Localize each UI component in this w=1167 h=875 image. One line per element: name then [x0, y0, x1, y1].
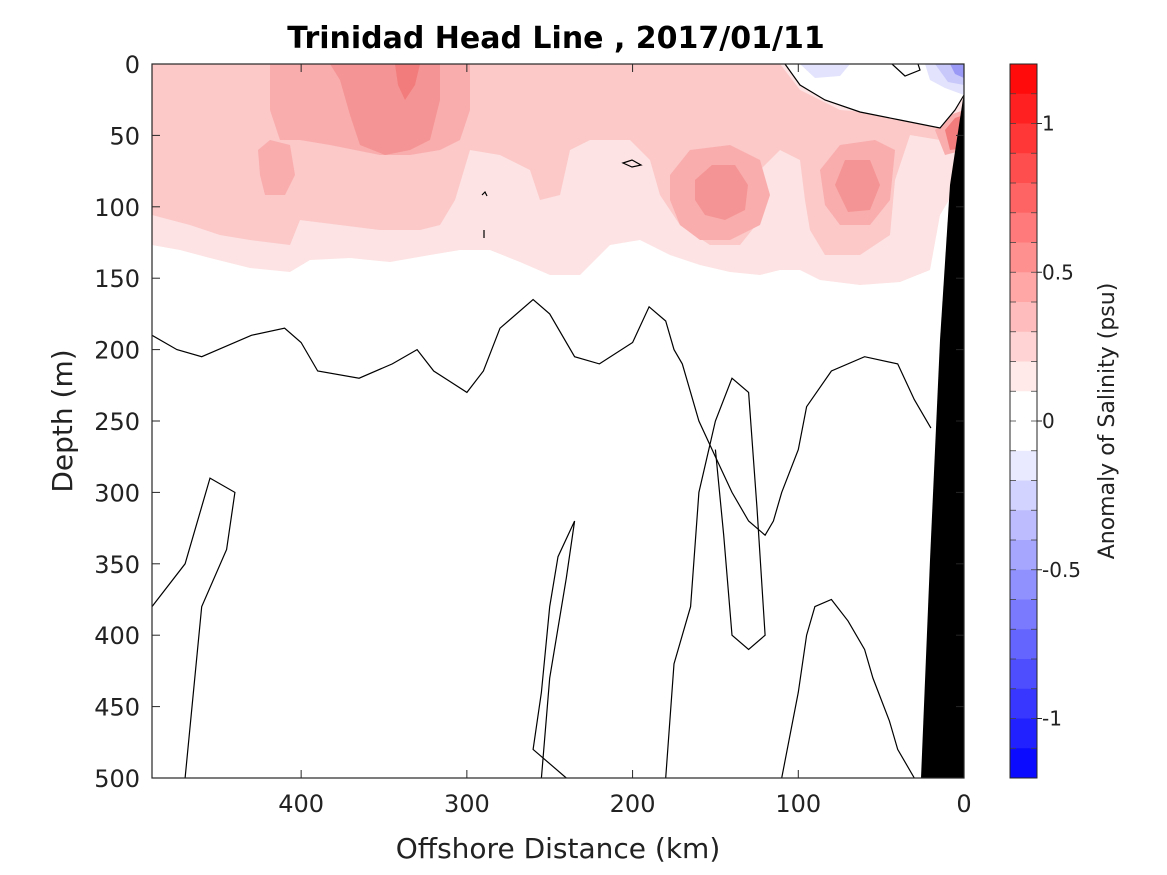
- y-tick-label: 500: [94, 765, 140, 793]
- y-tick-label: 350: [94, 551, 140, 579]
- colorbar-tick-label: 0: [1042, 409, 1055, 433]
- colorbar-segment: [1010, 183, 1037, 214]
- colorbar-tick-label: -0.5: [1042, 558, 1081, 582]
- anomaly-level-zero-pocket: [785, 64, 964, 128]
- plot-area: [152, 64, 964, 778]
- colorbar: [1010, 63, 1037, 779]
- colorbar-segment: [1010, 391, 1037, 422]
- colorbar-ticks: 1 0.5 0 -0.5 -1: [1037, 112, 1081, 731]
- zero-contour-small-mark-1: [481, 190, 488, 197]
- colorbar-segment: [1010, 569, 1037, 600]
- anomaly-level-neg-0-1: [800, 64, 850, 78]
- colorbar-segment: [1010, 510, 1037, 541]
- colorbar-tick-label: 1: [1042, 112, 1055, 136]
- x-axis: 400 300 200 100 0: [278, 64, 972, 818]
- colorbar-segment: [1010, 421, 1037, 452]
- colorbar-segment: [1010, 361, 1037, 392]
- anomaly-level-neg-0-4: [950, 64, 964, 78]
- colorbar-segment: [1010, 242, 1037, 273]
- x-tick-label: 300: [444, 790, 490, 818]
- y-tick-label: 250: [94, 408, 140, 436]
- colorbar-label: Anomaly of Salinity (psu): [1095, 283, 1120, 560]
- y-tick-label: 200: [94, 337, 140, 365]
- y-axis: 0 50 100 150 200 250 300 350 400 450 500: [94, 51, 964, 793]
- y-tick-label: 450: [94, 694, 140, 722]
- colorbar-segment: [1010, 540, 1037, 571]
- zero-contour-coastal-surface: [784, 64, 964, 129]
- anomaly-level-0-4-c: [835, 160, 880, 212]
- colorbar-segment: [1010, 688, 1037, 719]
- colorbar-tick-label: -1: [1042, 707, 1062, 731]
- zero-contour-3: [665, 377, 766, 778]
- zero-contour-coastal-surface-inner: [891, 64, 921, 77]
- colorbar-tick-label: 0.5: [1042, 260, 1074, 284]
- y-tick-label: 150: [94, 265, 140, 293]
- colorbar-segment: [1010, 93, 1037, 124]
- colorbar-segment: [1010, 153, 1037, 184]
- zero-contour-2: [532, 520, 576, 778]
- anomaly-level-0-3-b: [258, 140, 295, 195]
- zero-contour-4: [781, 598, 915, 778]
- y-axis-label: Depth (m): [46, 349, 79, 492]
- x-tick-label: 400: [278, 790, 324, 818]
- colorbar-segment: [1010, 212, 1037, 243]
- x-tick-label: 100: [775, 790, 821, 818]
- colorbar-segment: [1010, 123, 1037, 154]
- x-tick-label: 200: [610, 790, 656, 818]
- colorbar-segment: [1010, 450, 1037, 481]
- colorbar-segment: [1010, 331, 1037, 362]
- anomaly-level-0-4-b: [695, 165, 748, 220]
- colorbar-segment: [1010, 480, 1037, 511]
- colorbar-segment: [1010, 718, 1037, 749]
- colorbar-segment: [1010, 629, 1037, 660]
- y-tick-label: 100: [94, 194, 140, 222]
- colorbar-segment: [1010, 64, 1037, 95]
- chart-title: Trinidad Head Line , 2017/01/11: [287, 21, 824, 56]
- colorbar-segment: [1010, 659, 1037, 690]
- colorbar-segment: [1010, 599, 1037, 630]
- x-tick-label: 0: [956, 790, 971, 818]
- colorbar-segment: [1010, 302, 1037, 333]
- anomaly-level-0-5: [395, 64, 420, 100]
- y-tick-label: 400: [94, 622, 140, 650]
- y-tick-label: 300: [94, 479, 140, 507]
- zero-contour-1: [152, 477, 236, 778]
- colorbar-segment: [1010, 748, 1037, 779]
- x-axis-label: Offshore Distance (km): [396, 832, 721, 865]
- y-tick-label: 0: [125, 51, 140, 79]
- colorbar-segment: [1010, 272, 1037, 303]
- zero-contour-layer: [152, 298, 932, 778]
- y-tick-label: 50: [109, 122, 140, 150]
- zero-contour-0: [152, 298, 932, 537]
- zero-contour-small-diamond: [621, 159, 643, 168]
- seafloor-bathymetry: [921, 92, 964, 778]
